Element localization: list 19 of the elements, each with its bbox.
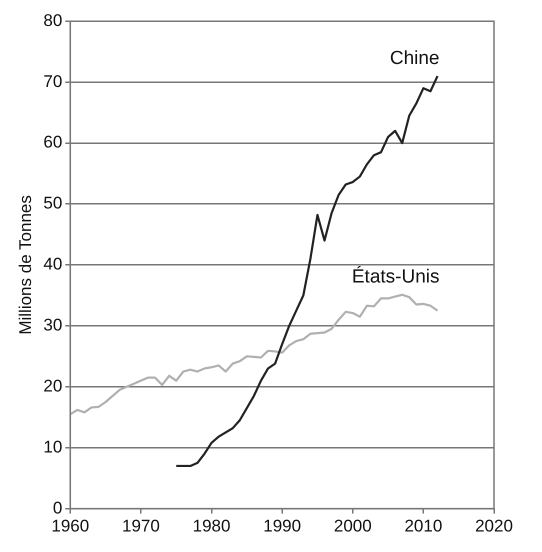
x-tick-label: 1980 <box>192 516 230 536</box>
x-tick-label: 1960 <box>51 516 90 536</box>
y-tick-label: 0 <box>52 498 62 518</box>
y-tick-label: 50 <box>43 194 62 213</box>
y-tick-label: 20 <box>43 376 62 396</box>
series-label: Chine <box>390 48 440 69</box>
x-tick-label: 2010 <box>404 516 442 536</box>
x-tick-label: 1990 <box>263 516 302 536</box>
y-tick-label: 40 <box>43 254 62 274</box>
y-tick-label: 30 <box>43 316 62 335</box>
series-label: États-Unis <box>352 265 440 288</box>
x-tick-label: 2000 <box>334 516 372 536</box>
y-tick-label: 10 <box>43 437 62 456</box>
y-tick-label: 70 <box>43 72 62 91</box>
y-tick-label: 60 <box>43 132 62 152</box>
y-tick-label: 80 <box>43 10 62 30</box>
y-axis-title: Millions de Tonnes <box>16 195 35 335</box>
x-tick-label: 1970 <box>122 516 160 536</box>
x-tick-label: 2020 <box>475 516 513 536</box>
